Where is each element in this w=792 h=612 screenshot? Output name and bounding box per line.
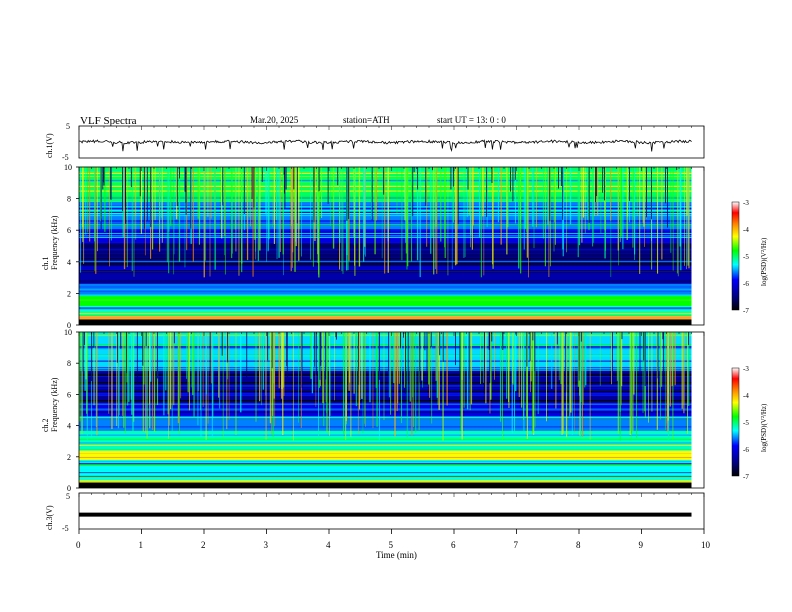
ch2-colorbar-gradient xyxy=(731,367,740,477)
frequency-tick-label: 10 xyxy=(64,163,72,172)
ch2-spectrogram-image xyxy=(79,331,704,488)
ch1-spectrogram-ylabel-ch: ch.1 xyxy=(41,256,50,270)
colorbar-tick-label: -7 xyxy=(743,473,749,481)
ch2-colorbar-ticks: -3 -4 -5 -6 -7 xyxy=(743,365,749,481)
ch2-spectrogram-yticks: 0 2 4 6 8 10 xyxy=(64,328,79,493)
time-tick-label: 2 xyxy=(201,540,206,550)
ch3-waveform-frame xyxy=(78,492,705,530)
ch3-ytick-top: 5 xyxy=(66,492,70,501)
station-label: station=ATH xyxy=(343,115,390,125)
frequency-tick-label: 0 xyxy=(67,484,71,493)
time-tick-label: 10 xyxy=(701,540,711,550)
ch3-ylabel: ch.3(V) xyxy=(45,505,54,530)
frequency-tick-label: 10 xyxy=(64,328,72,337)
spectrogram-band xyxy=(79,431,692,451)
frequency-tick-label: 6 xyxy=(67,390,71,399)
ch1-waveform-trace xyxy=(78,139,692,153)
colorbar-tick-label: -6 xyxy=(743,446,749,454)
frequency-tick-label: 4 xyxy=(67,258,71,267)
frequency-tick-label: 2 xyxy=(67,289,71,298)
ch1-ylabel: ch.1(V) xyxy=(45,133,54,158)
ch1-colorbar: -3 -4 -5 -6 -7 log(PSD)(V²/Hz) xyxy=(731,199,768,315)
ch2-colorbar: -3 -4 -5 -6 -7 log(PSD)(V²/Hz) xyxy=(731,365,768,481)
colorbar-tick-label: -5 xyxy=(743,253,749,261)
ch1-spectrogram-yticks: 0 2 4 6 8 10 xyxy=(64,163,79,330)
ch2-colorbar-label: log(PSD)(V²/Hz) xyxy=(760,403,768,452)
colorbar-tick-label: -3 xyxy=(743,365,749,373)
frequency-tick-label: 0 xyxy=(67,321,71,330)
time-tick-label: 8 xyxy=(576,540,581,550)
colorbar-tick-label: -5 xyxy=(743,419,749,427)
frequency-tick-label: 8 xyxy=(67,359,71,368)
frequency-tick-label: 2 xyxy=(67,453,71,462)
time-tick-label: 4 xyxy=(326,540,331,550)
time-tick-label: 6 xyxy=(451,540,456,550)
ch1-ytick-bottom: -5 xyxy=(62,153,69,162)
ch2-spectrogram-ylabel-ch: ch.2 xyxy=(41,418,50,432)
date-label: Mar.20, 2025 xyxy=(250,115,299,125)
time-axis-label: Time (min) xyxy=(376,550,417,560)
colorbar-tick-label: -3 xyxy=(743,199,749,207)
colorbar-tick-label: -4 xyxy=(743,392,749,400)
spectrogram-band xyxy=(79,416,692,432)
spectrogram-band xyxy=(79,450,692,460)
ch1-spectrogram-panel: ch.1 Frequency (kHz) 0 2 4 6 8 10 xyxy=(41,163,705,330)
frequency-tick-label: 4 xyxy=(67,422,71,431)
time-tick-label: 0 xyxy=(76,540,81,550)
ch1-colorbar-gradient xyxy=(731,201,740,311)
time-tick-label: 9 xyxy=(639,540,644,550)
frequency-tick-label: 8 xyxy=(67,195,71,204)
ch3-ytick-bottom: -5 xyxy=(62,524,69,533)
ch1-spectrogram-image xyxy=(79,167,704,325)
ch1-colorbar-label: log(PSD)(V²/Hz) xyxy=(760,237,768,286)
time-axis: 0 1 2 3 4 5 6 7 8 9 10 xyxy=(76,126,711,550)
ch1-colorbar-ticks: -3 -4 -5 -6 -7 xyxy=(743,199,749,315)
ch2-spectrogram-panel: ch.2 Frequency (kHz) 0 2 4 6 8 10 xyxy=(41,328,705,493)
figure-title: VLF Spectra xyxy=(80,115,137,127)
low-frequency-strip xyxy=(79,482,692,488)
time-tick-label: 1 xyxy=(139,540,144,550)
spectrogram-band xyxy=(79,306,692,316)
ch1-waveform-panel: 5 -5 ch.1(V) xyxy=(45,122,705,162)
colorbar-tick-label: -7 xyxy=(743,307,749,315)
time-tick-label: 3 xyxy=(264,540,269,550)
low-frequency-strip xyxy=(79,319,692,325)
spectrogram-band xyxy=(79,332,692,370)
time-tick-label: 7 xyxy=(514,540,519,550)
ch3-waveform-panel: 5 -5 ch.3(V) xyxy=(45,492,705,533)
ch2-spectrogram-ylabel-freq: Frequency (kHz) xyxy=(50,377,59,432)
colorbar-tick-label: -4 xyxy=(743,226,749,234)
ch1-ytick-top: 5 xyxy=(66,122,70,131)
time-tick-label: 5 xyxy=(389,540,394,550)
frequency-tick-label: 6 xyxy=(67,226,71,235)
ch1-spectrogram-ylabel-freq: Frequency (kHz) xyxy=(50,215,59,270)
start-ut-label: start UT = 13: 0 : 0 xyxy=(437,115,506,125)
colorbar-tick-label: -6 xyxy=(743,280,749,288)
